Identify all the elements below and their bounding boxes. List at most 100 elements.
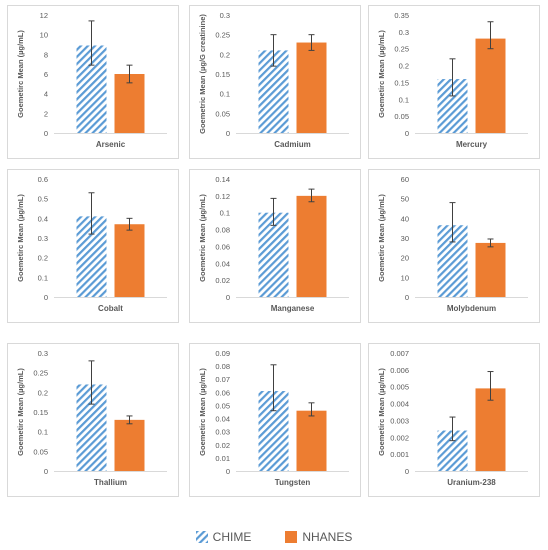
bar-nhanes [114, 224, 145, 297]
y-tick-label: 0.12 [215, 192, 230, 201]
x-axis-label: Tungsten [275, 478, 311, 487]
y-tick-label: 0.2 [399, 62, 409, 71]
y-axis-label: Goemetric Mean (µg/G creatinine) [198, 14, 207, 134]
y-tick-label: 12 [40, 11, 48, 20]
bar-chime [258, 212, 289, 297]
y-tick-label: 10 [40, 31, 48, 40]
y-tick-label: 50 [401, 195, 409, 204]
y-tick-label: 0 [44, 293, 48, 302]
y-tick-label: 20 [401, 254, 409, 263]
y-tick-label: 0 [405, 467, 409, 476]
y-tick-label: 8 [44, 50, 48, 59]
y-tick-label: 0 [44, 129, 48, 138]
x-axis-label: Uranium-238 [447, 478, 496, 487]
y-tick-label: 0.001 [390, 450, 409, 459]
y-tick-label: 6 [44, 70, 48, 79]
y-tick-label: 30 [401, 234, 409, 243]
y-tick-label: 0.1 [38, 428, 48, 437]
y-axis-label: Goemetric Mean (µg/mL) [198, 194, 207, 282]
chart-panel-tungsten: 0 0.01 0.02 0.03 0.04 0.05 0.06 0.07 0.08 0.09 Goe… [189, 343, 361, 497]
y-tick-label: 0.04 [215, 415, 230, 424]
y-tick-label: 0.02 [215, 276, 230, 285]
y-tick-label: 0 [405, 129, 409, 138]
bar-nhanes [114, 419, 145, 471]
y-tick-label: 0.3 [38, 234, 48, 243]
y-tick-label: 0.25 [215, 31, 230, 40]
y-tick-label: 0.01 [215, 454, 230, 463]
y-tick-label: 0.007 [390, 349, 409, 358]
y-tick-label: 0.1 [220, 90, 230, 99]
y-tick-label: 0 [226, 467, 230, 476]
bar-nhanes [475, 38, 506, 133]
y-tick-label: 0.05 [33, 447, 48, 456]
y-tick-label: 0.15 [394, 78, 409, 87]
y-tick-label: 0.05 [215, 401, 230, 410]
y-tick-label: 0.1 [220, 209, 230, 218]
chart-panel-manganese: 0 0.02 0.04 0.06 0.08 0.1 0.12 0.14 Goemetric Me… [189, 169, 361, 323]
chart-panel-cobalt: 0 0.1 0.2 0.3 0.4 0.5 0.6 Goemetirc Mean (µg/mL… [7, 169, 179, 323]
y-tick-label: 0.15 [215, 70, 230, 79]
y-tick-label: 2 [44, 109, 48, 118]
y-tick-label: 0.05 [394, 112, 409, 121]
y-tick-label: 0.35 [394, 11, 409, 20]
y-tick-label: 0.002 [390, 433, 409, 442]
y-tick-label: 0.09 [215, 349, 230, 358]
y-tick-label: 0.2 [38, 254, 48, 263]
y-tick-label: 0.3 [399, 28, 409, 37]
y-axis-label: Goemetirc Mean (µg/mL) [377, 368, 386, 456]
y-tick-label: 0.08 [215, 362, 230, 371]
y-tick-label: 0.004 [390, 400, 409, 409]
y-tick-label: 0.07 [215, 375, 230, 384]
y-axis-label: Goemetirc Mean (µg/mL) [377, 30, 386, 118]
legend-item-nhanes: NHANES [285, 530, 352, 544]
y-tick-label: 0.08 [215, 226, 230, 235]
bar-nhanes [475, 388, 506, 471]
y-axis-label: Goemetirc Mean (µg/mL) [198, 368, 207, 456]
y-tick-label: 0.06 [215, 388, 230, 397]
chart-panel-molybdenum: 0 10 20 30 40 50 60 Goemetirc Mean (µg/mL) Molyb… [368, 169, 540, 323]
y-tick-label: 0.1 [38, 273, 48, 282]
bar-nhanes [296, 195, 327, 297]
legend-swatch-chime [195, 531, 208, 543]
y-tick-label: 40 [401, 214, 409, 223]
y-tick-label: 0.25 [394, 45, 409, 54]
y-tick-label: 0.15 [33, 408, 48, 417]
legend-label-nhanes: NHANES [302, 530, 353, 544]
y-tick-label: 0.5 [38, 195, 48, 204]
x-axis-label: Cobalt [98, 304, 123, 313]
y-tick-label: 0.25 [33, 369, 48, 378]
chart-panel-cadmium: 0 0.05 0.1 0.15 0.2 0.25 0.3 Goemetric Mean (µg… [189, 5, 361, 159]
y-tick-label: 0.4 [38, 214, 48, 223]
x-axis-label: Molybdenum [447, 304, 496, 313]
y-tick-label: 0.1 [399, 95, 409, 104]
y-tick-label: 0.2 [220, 50, 230, 59]
chart-panel-arsenic: 0 2 4 6 8 10 12 Goemetirc Mean (µg/mL) Arsenic [7, 5, 179, 159]
y-tick-label: 0 [44, 467, 48, 476]
y-tick-label: 0.14 [215, 175, 230, 184]
y-tick-label: 0.06 [215, 242, 230, 251]
y-tick-label: 0 [226, 129, 230, 138]
chart-panel-mercury: 0 0.05 0.1 0.15 0.2 0.25 0.3 0.35 Goemetirc Mean… [368, 5, 540, 159]
y-tick-label: 4 [44, 90, 48, 99]
x-axis-label: Cadmium [274, 140, 310, 149]
x-axis-label: Mercury [456, 140, 488, 149]
x-axis-label: Thallium [94, 478, 127, 487]
y-tick-label: 10 [401, 273, 409, 282]
legend-label-chime: CHIME [212, 530, 252, 544]
legend-swatch-nhanes [285, 531, 298, 543]
bar-nhanes [296, 410, 327, 471]
x-axis-label: Arsenic [96, 140, 126, 149]
y-axis-label: Goemetirc Mean (µg/mL) [377, 194, 386, 282]
y-tick-label: 60 [401, 175, 409, 184]
y-tick-label: 0.6 [38, 175, 48, 184]
y-tick-label: 0.006 [390, 366, 409, 375]
bar-nhanes [475, 242, 506, 297]
chart-panel-thallium: 0 0.05 0.1 0.15 0.2 0.25 0.3 Goemetirc Mean (µg… [7, 343, 179, 497]
y-tick-label: 0.03 [215, 428, 230, 437]
y-axis-label: Goemetirc Mean (µg/mL) [16, 368, 25, 456]
y-axis-label: Goemetirc Mean (µg/mL) [16, 30, 25, 118]
y-tick-label: 0.02 [215, 441, 230, 450]
legend-item-chime: CHIME [195, 530, 252, 544]
y-tick-label: 0.04 [215, 259, 230, 268]
bar-nhanes [114, 74, 145, 133]
